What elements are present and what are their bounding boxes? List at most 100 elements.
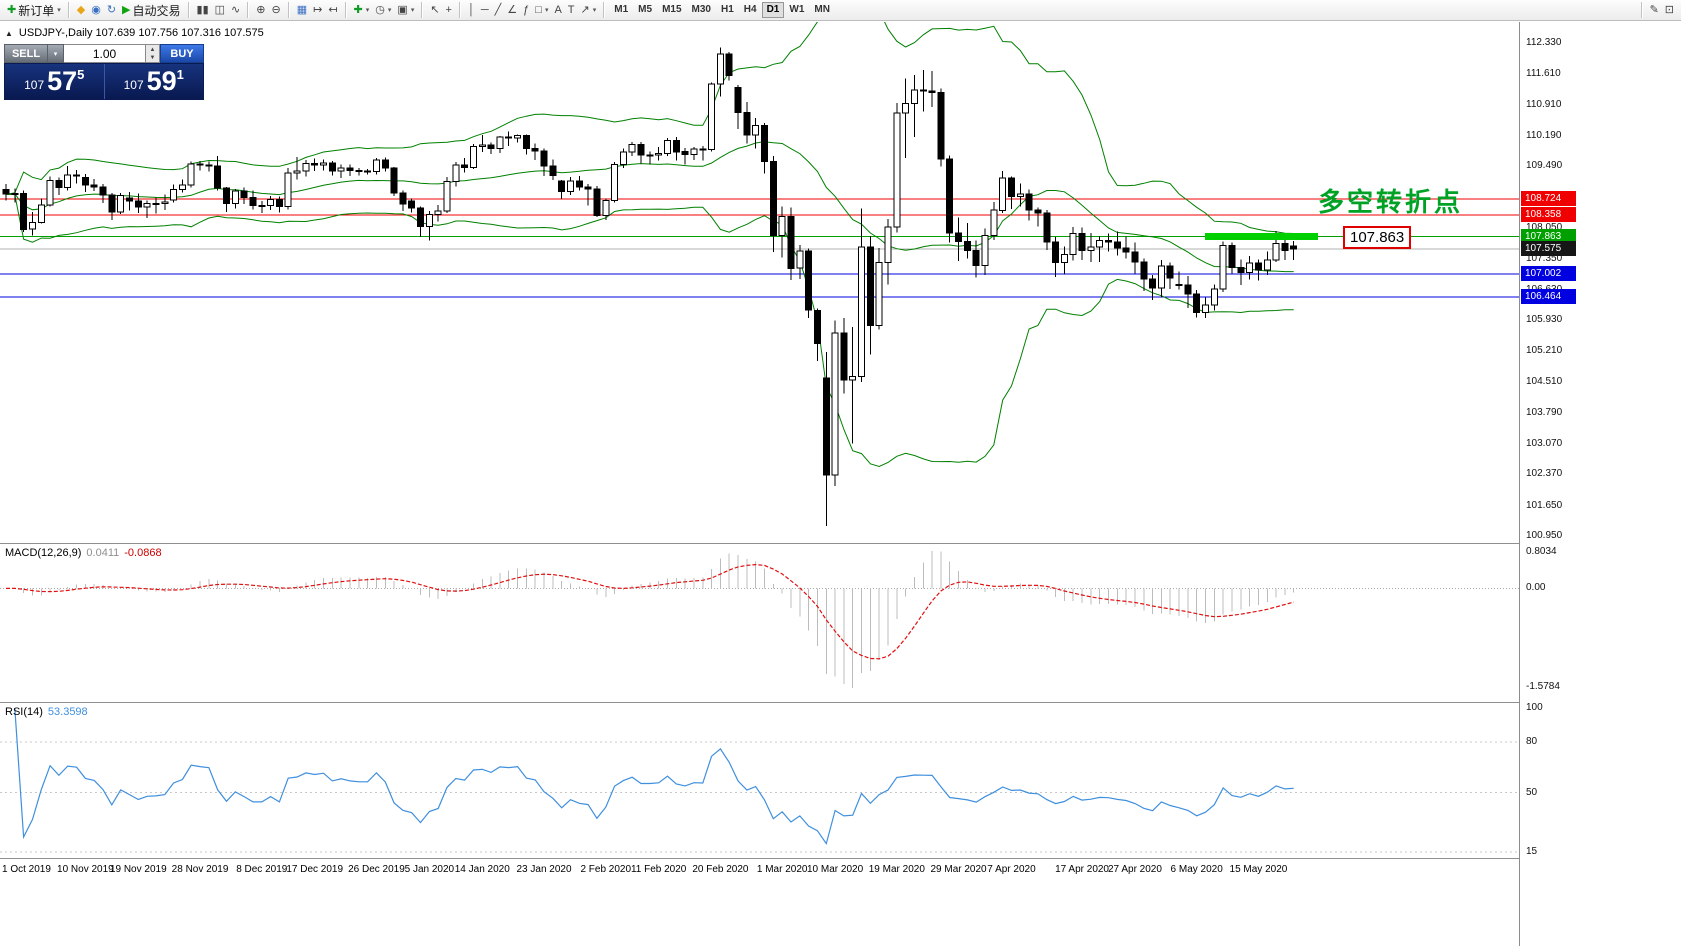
collapse-arrow-icon[interactable]: ▲ (5, 29, 13, 38)
candle-body (999, 177, 1007, 211)
candle-body (575, 180, 583, 188)
bar-chart-button[interactable]: ▮▮ (194, 1, 212, 20)
zoom-in-button[interactable]: ⊕ (253, 1, 268, 20)
candle-body (267, 198, 275, 206)
options-button[interactable]: ◆ (74, 1, 88, 20)
price-tick: 110.910 (1526, 98, 1562, 110)
toolbar: ✚ 新订单 ▾ ◆ ◉ ↻ ▶ 自动交易 ▮▮ ◫ ∿ ⊕ ⊖ ▦ ↦ ↤ ✚ ▾ ◷ ▾ ▣ ▾ ↖ + │ ─ ╱ ∠ ƒ □ ▾ A T ↗… (0, 0, 1681, 21)
price-axis[interactable]: 112.330 111.610 110.910 110.190 109.490 108.7… (1519, 22, 1681, 946)
auto-scroll-button[interactable]: ↦ (310, 1, 325, 20)
dropdown-arrow-icon[interactable]: ▾ (365, 7, 370, 14)
date-label: 2 Feb 2020 (580, 864, 632, 875)
macd-axis-label: -1.5784 (1526, 681, 1560, 692)
auto-scroll-icon: ↦ (313, 3, 323, 16)
sell-price-display[interactable]: 107 57 5 (5, 64, 104, 99)
timeframe-M5-button[interactable]: M5 (638, 4, 653, 15)
candle-body (461, 164, 469, 168)
tile-windows-button[interactable]: ▦ (294, 1, 310, 20)
layout-icon-button[interactable]: ⊡ (1662, 1, 1677, 20)
candle-body (928, 90, 936, 93)
volume-dropdown-button[interactable]: ▾ (48, 44, 64, 63)
stepper-down-icon[interactable]: ▼ (149, 54, 156, 61)
draw-icon-button[interactable]: ✎ (1647, 1, 1662, 20)
sell-button[interactable]: SELL (4, 44, 48, 63)
timeframe-H4-button[interactable]: H4 (743, 4, 757, 15)
arrows-button[interactable]: ↗ ▾ (578, 1, 600, 20)
autotrading-button[interactable]: ▶ 自动交易 (119, 1, 183, 20)
line-chart-icon: ∿ (231, 3, 241, 16)
panel-separator[interactable] (0, 702, 1681, 703)
dropdown-arrow-icon[interactable]: ▾ (387, 7, 392, 14)
date-label: 10 Nov 2019 (57, 864, 114, 875)
timeframe-W1-button[interactable]: W1 (789, 4, 805, 15)
rsi-panel[interactable] (0, 702, 1519, 858)
navigator-button[interactable]: ◉ (88, 1, 104, 20)
sell-price-prefix: 107 (24, 77, 45, 92)
line-chart-button[interactable]: ∿ (228, 1, 243, 20)
macd-panel[interactable] (0, 543, 1519, 702)
volume-input[interactable] (64, 44, 146, 63)
stepper-up-icon[interactable]: ▲ (149, 46, 156, 53)
zoom-out-button[interactable]: ⊖ (268, 1, 283, 20)
periods-button[interactable]: ◷ ▾ (372, 1, 394, 20)
templates-button[interactable]: ▣ ▾ (394, 1, 417, 20)
dropdown-arrow-icon[interactable]: ▾ (592, 7, 597, 14)
text-button[interactable]: A (551, 1, 564, 20)
time-axis[interactable]: 1 Oct 2019 10 Nov 2019 19 Nov 2019 28 Nov 2… (0, 858, 1519, 880)
cursor-button[interactable]: ↖ (427, 1, 442, 20)
panel-separator[interactable] (0, 543, 1681, 544)
cursor-icon: ↖ (430, 3, 440, 16)
crosshair-button[interactable]: + (443, 1, 455, 20)
turning-point-annotation[interactable]: 多空转折点 (1318, 187, 1464, 217)
macd-indicator-label: MACD(12,26,9) 0.0411 -0.0868 (5, 547, 162, 559)
date-label: 20 Feb 2020 (692, 864, 749, 875)
candlestick-chart-button[interactable]: ◫ (212, 1, 228, 20)
new-order-icon: ✚ (7, 3, 17, 16)
label-button[interactable]: T (565, 1, 578, 20)
price-level-label[interactable]: 107.863 (1343, 226, 1412, 249)
timeframe-MN-button[interactable]: MN (814, 4, 830, 15)
candle-body (99, 186, 107, 196)
new-order-button[interactable]: ✚ 新订单 ▾ (4, 1, 64, 20)
options-icon: ◆ (76, 3, 86, 16)
channel-button[interactable]: ∠ (504, 1, 520, 20)
timeframe-M30-button[interactable]: M30 (691, 4, 711, 15)
price-badge: 107.863 (1521, 228, 1576, 244)
candle-body (55, 179, 63, 189)
macd-value-signal: -0.0868 (124, 547, 162, 559)
vertical-line-button[interactable]: │ (465, 1, 478, 20)
price-tick: 104.510 (1526, 375, 1563, 387)
dropdown-arrow-icon[interactable]: ▾ (410, 7, 415, 14)
candle-body (849, 376, 857, 381)
price-tick: 109.490 (1526, 160, 1563, 172)
date-label: 11 Feb 2020 (630, 864, 687, 875)
timeframe-D1-button[interactable]: D1 (761, 2, 785, 18)
candle-body (1202, 304, 1209, 314)
price-chart[interactable] (0, 22, 1519, 543)
buy-button[interactable]: BUY (160, 44, 204, 63)
dropdown-arrow-icon[interactable]: ▾ (544, 7, 549, 14)
candle-body (1166, 265, 1174, 279)
timeframe-M1-button[interactable]: M1 (614, 4, 629, 15)
trendline-button[interactable]: ╱ (492, 1, 505, 20)
candle-body (275, 198, 283, 207)
horizontal-line-icon: ─ (480, 3, 489, 16)
trade-level-segment[interactable] (1205, 233, 1318, 240)
candle-body (390, 167, 398, 194)
rsi-axis-label: 80 (1526, 735, 1538, 747)
buy-price-display[interactable]: 107 59 1 (105, 64, 204, 99)
timeframe-H1-button[interactable]: H1 (720, 4, 734, 15)
candle-body (1281, 243, 1289, 252)
volume-stepper[interactable]: ▲ ▼ (146, 44, 160, 63)
timeframe-M15-button[interactable]: M15 (662, 4, 682, 15)
dropdown-arrow-icon[interactable]: ▾ (57, 7, 61, 14)
chart-shift-button[interactable]: ↤ (325, 1, 340, 20)
indicators-button[interactable]: ✚ ▾ (351, 1, 373, 20)
candle-body (972, 250, 980, 267)
horizontal-line-button[interactable]: ─ (478, 1, 492, 20)
refresh-button[interactable]: ↻ (104, 1, 119, 20)
fibonacci-button[interactable]: ƒ (520, 1, 532, 20)
shapes-button[interactable]: □ ▾ (532, 1, 551, 20)
candle-body (1060, 253, 1068, 264)
date-label: 19 Nov 2019 (109, 864, 167, 875)
